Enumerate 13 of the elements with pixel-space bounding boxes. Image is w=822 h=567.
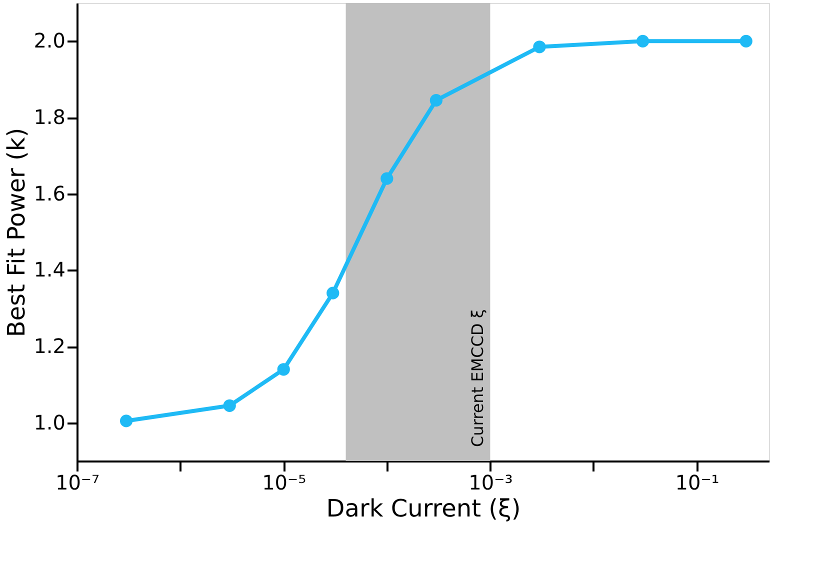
- y-tick-label: 1.0: [34, 410, 66, 434]
- x-tick-label: 10⁻⁷: [55, 470, 100, 494]
- y-axis-title: Best Fit Power (k): [2, 128, 31, 338]
- band-label: Current EMCCD ξ: [468, 309, 488, 447]
- y-tick-label: 1.8: [34, 105, 66, 129]
- x-axis-title: Dark Current (ξ): [326, 494, 521, 522]
- y-tick-label: 1.6: [34, 181, 66, 206]
- x-tick-label: 10⁻⁵: [262, 470, 306, 494]
- y-tick-label: 1.4: [34, 258, 66, 282]
- y-tick-label: 2.0: [34, 28, 66, 53]
- x-tick-label: 10⁻³: [468, 470, 513, 494]
- y-tick-label: 1.2: [34, 334, 66, 358]
- x-tick-label: 10⁻¹: [675, 470, 720, 494]
